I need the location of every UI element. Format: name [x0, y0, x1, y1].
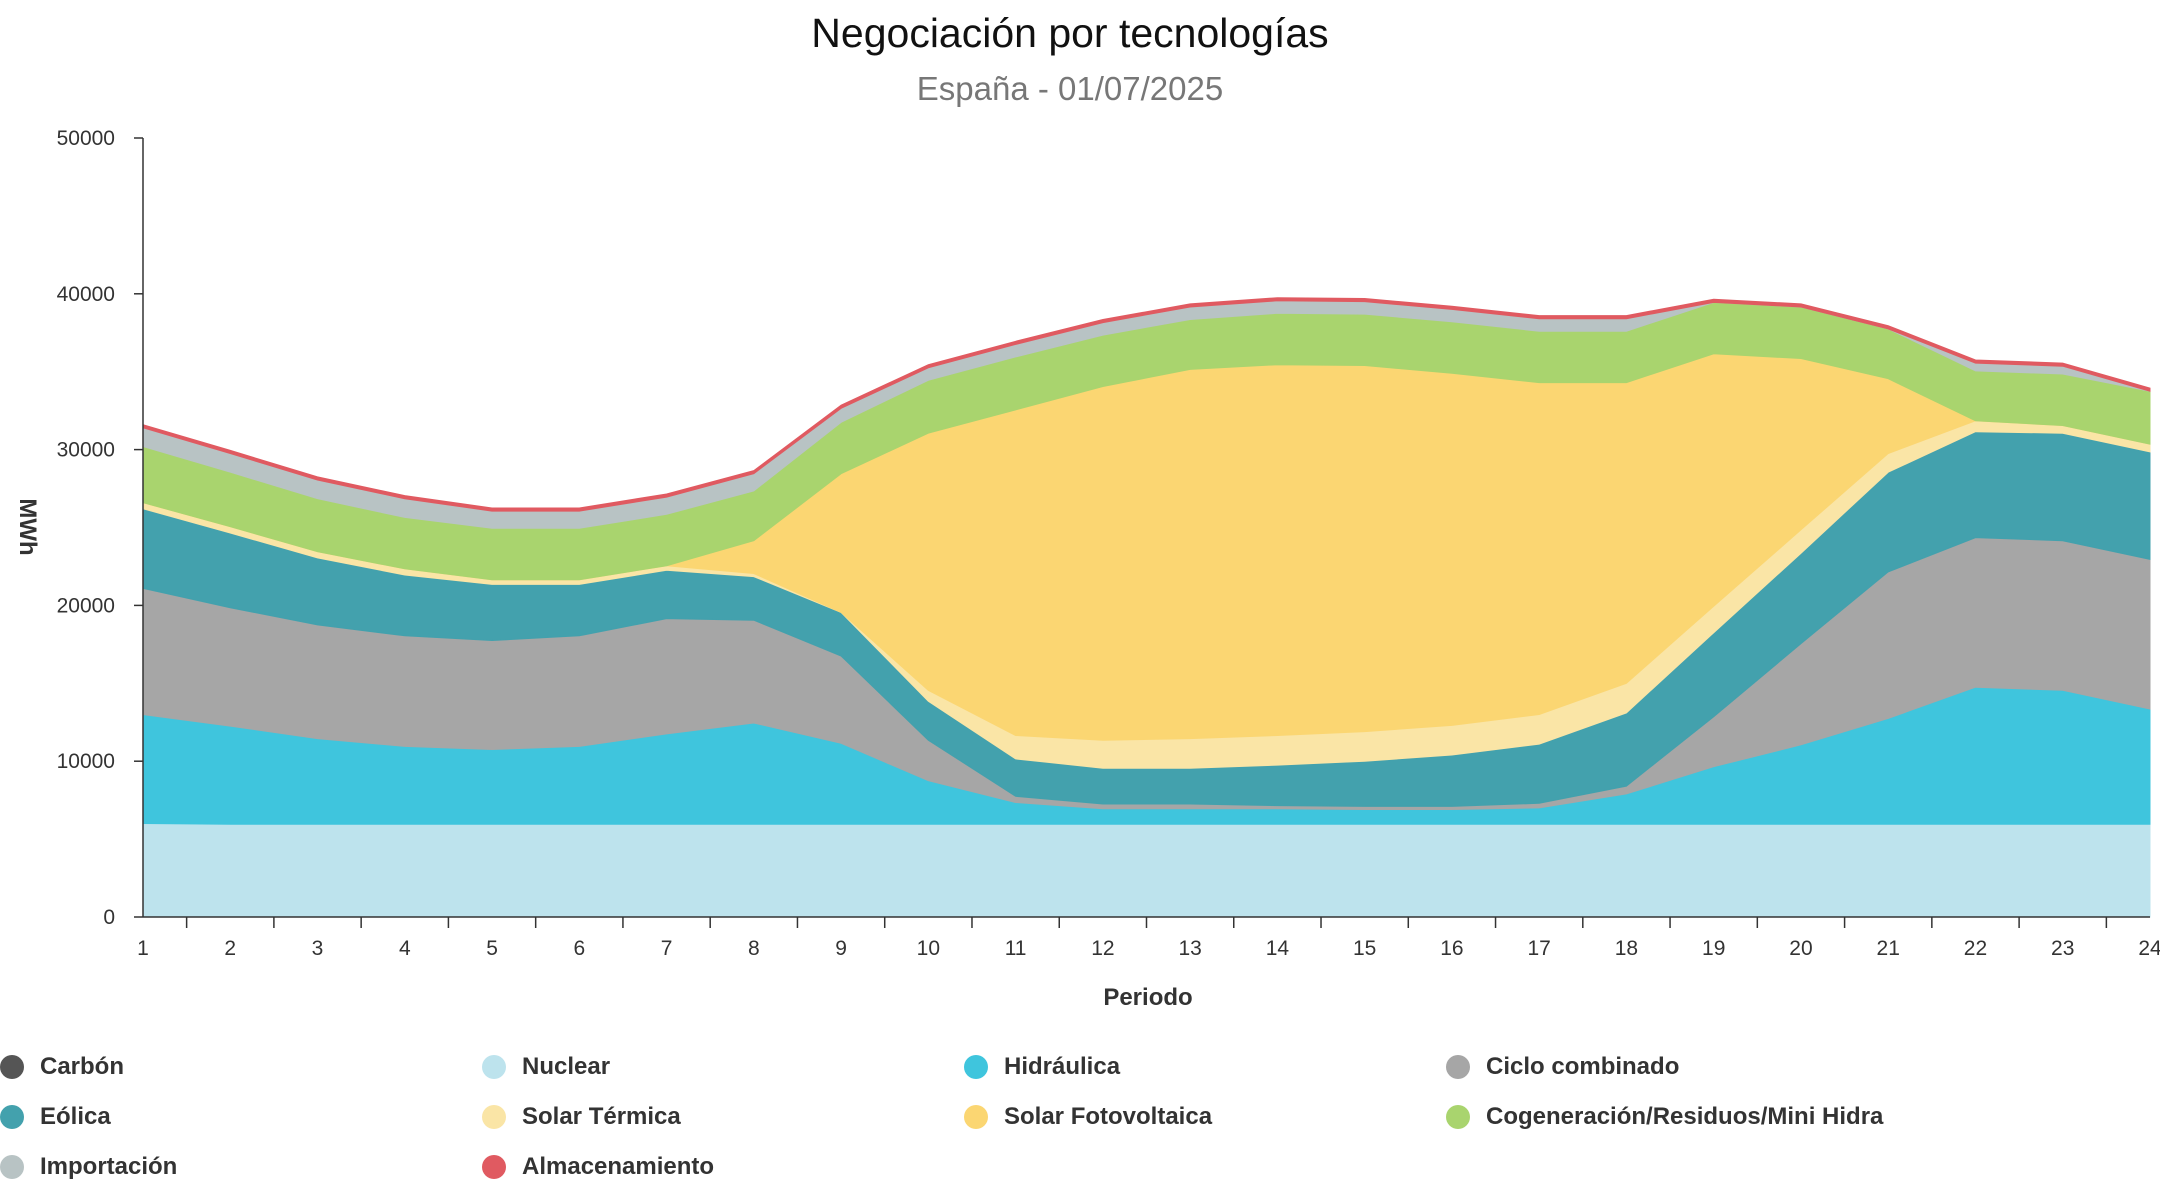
x-tick-label: 24 [2138, 937, 2160, 960]
legend-label: Carbón [40, 1053, 124, 1080]
x-tick-label: 11 [1005, 937, 1027, 960]
x-tick-label: 8 [748, 937, 760, 960]
x-tick-label: 1 [137, 937, 149, 960]
legend-label: Ciclo combinado [1486, 1053, 1680, 1080]
y-axis-title: MWh [14, 498, 41, 555]
x-tick-label: 9 [835, 937, 847, 960]
legend-marker-icon [482, 1105, 506, 1129]
chart-legend: Carbón Nuclear Hidráulica Ciclo combinado Eó… [0, 1045, 2160, 1195]
x-tick-label: 7 [661, 937, 673, 960]
legend-item-almacenamiento[interactable]: Almacenamiento [482, 1145, 714, 1189]
legend-label: Nuclear [522, 1053, 611, 1080]
chart-title: Negociación por tecnologías [811, 10, 1329, 56]
x-tick-label: 17 [1527, 937, 1550, 960]
y-tick-label: 20000 [57, 594, 115, 617]
y-tick-label: 10000 [57, 750, 115, 773]
legend-label: Eólica [40, 1103, 111, 1130]
y-tick-label: 30000 [57, 439, 115, 462]
x-tick-label: 22 [1964, 937, 1987, 960]
x-tick-label: 14 [1266, 937, 1290, 960]
legend-marker-icon [0, 1055, 24, 1079]
legend-item-nuclear[interactable]: Nuclear [482, 1045, 610, 1089]
legend-item-carbon[interactable]: Carbón [0, 1045, 124, 1089]
area-almacenamiento[interactable] [142, 297, 2151, 512]
legend-marker-icon [0, 1155, 24, 1179]
x-tick-label: 3 [312, 937, 324, 960]
x-tick-label: 13 [1178, 937, 1201, 960]
y-tick-label: 40000 [57, 283, 115, 306]
x-tick-label: 2 [224, 937, 236, 960]
legend-item-eolica[interactable]: Eólica [0, 1095, 111, 1139]
legend-marker-icon [0, 1105, 24, 1129]
legend-label: Importación [40, 1153, 178, 1180]
legend-marker-icon [1446, 1055, 1470, 1079]
legend-marker-icon [482, 1155, 506, 1179]
area-nuclear[interactable] [142, 822, 2151, 918]
legend-marker-icon [1446, 1105, 1470, 1129]
x-axis-title: Periodo [1103, 984, 1192, 1011]
x-tick-label: 19 [1702, 937, 1725, 960]
legend-marker-icon [964, 1105, 988, 1129]
legend-label: Hidráulica [1004, 1053, 1121, 1080]
x-tick-label: 5 [486, 937, 498, 960]
x-tick-label: 23 [2051, 937, 2074, 960]
chart-subtitle: España - 01/07/2025 [916, 70, 1224, 107]
y-tick-label: 0 [103, 906, 115, 929]
x-tick-label: 18 [1615, 937, 1638, 960]
legend-item-cogeneracion-residuos-mini-hidra[interactable]: Cogeneración/Residuos/Mini Hidra [1446, 1095, 1883, 1139]
legend-label: Almacenamiento [522, 1153, 715, 1180]
x-tick-label: 16 [1440, 937, 1463, 960]
legend-marker-icon [482, 1055, 506, 1079]
x-tick-label: 15 [1353, 937, 1376, 960]
legend-marker-icon [964, 1055, 988, 1079]
legend-label: Solar Fotovoltaica [1004, 1103, 1213, 1130]
x-tick-label: 6 [573, 937, 585, 960]
legend-item-ciclo-combinado[interactable]: Ciclo combinado [1446, 1045, 1679, 1089]
legend-label: Cogeneración/Residuos/Mini Hidra [1486, 1103, 1884, 1130]
x-tick-label: 12 [1091, 937, 1114, 960]
legend-item-hidraulica[interactable]: Hidráulica [964, 1045, 1120, 1089]
x-tick-label: 10 [917, 937, 940, 960]
legend-item-solar-fotovoltaica[interactable]: Solar Fotovoltaica [964, 1095, 1212, 1139]
areas-layer [142, 297, 2151, 918]
legend-label: Solar Térmica [522, 1103, 681, 1130]
legend-item-solar-termica[interactable]: Solar Térmica [482, 1095, 681, 1139]
x-tick-label: 4 [399, 937, 411, 960]
x-tick-label: 20 [1789, 937, 1812, 960]
x-tick-label: 21 [1877, 937, 1900, 960]
y-tick-label: 50000 [57, 127, 115, 150]
legend-item-importacion[interactable]: Importación [0, 1145, 177, 1189]
